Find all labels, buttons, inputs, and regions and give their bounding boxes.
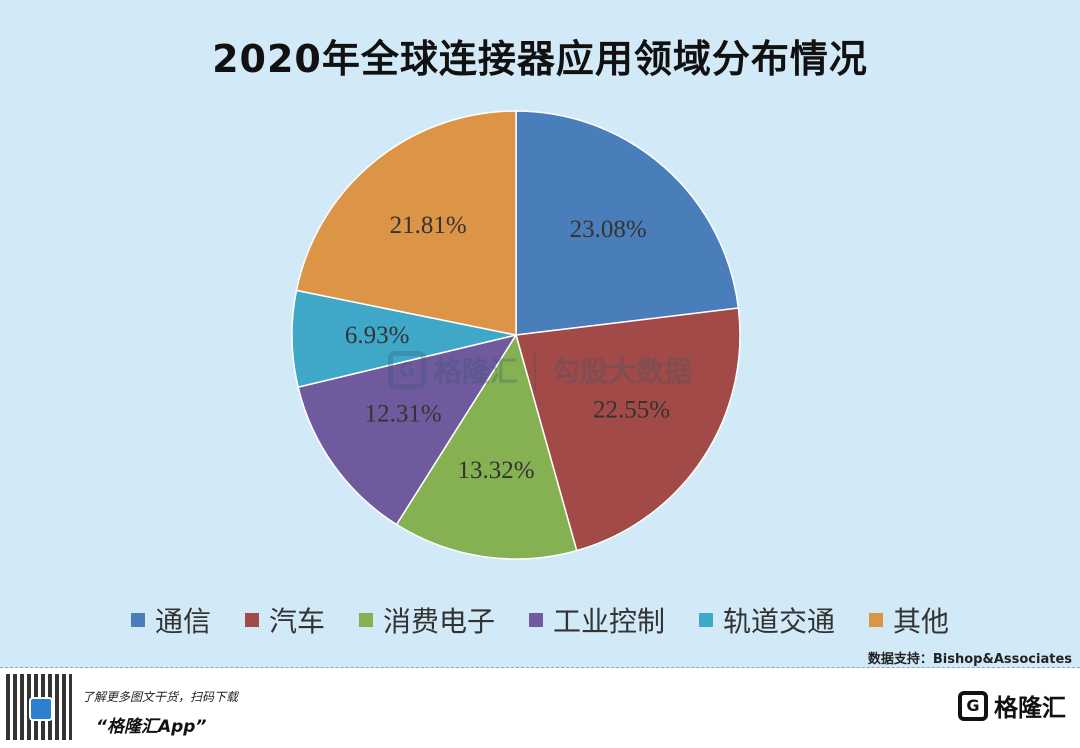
legend-swatch-5: [869, 613, 884, 627]
legend-label-4: 轨道交通: [723, 605, 836, 638]
watermark-separator: [534, 350, 537, 390]
slice-label-1: 22.55%: [593, 397, 670, 424]
pie-slice-3: [297, 333, 518, 526]
legend-label-2: 消费电子: [382, 605, 495, 638]
slice-label-5: 21.81%: [390, 212, 467, 239]
footer-app-name: “格隆汇App”: [96, 717, 207, 737]
footer: 了解更多图文干货，扫码下载 “格隆汇App” G 格隆汇: [0, 668, 1080, 748]
footer-divider: [0, 667, 1080, 668]
qr-logo-icon: [29, 697, 53, 721]
chart-title: 2020年全球连接器应用领域分布情况: [212, 37, 868, 81]
legend-item-5: 其他: [869, 600, 949, 640]
legend-item-2: 消费电子: [358, 600, 495, 640]
legend-swatch-4: [699, 613, 714, 627]
legend-label-1: 汽车: [268, 605, 325, 638]
legend-swatch-0: [130, 613, 145, 627]
legend-label-5: 其他: [893, 605, 950, 638]
legend-item-4: 轨道交通: [699, 600, 835, 640]
brand: G 格隆汇: [958, 688, 1066, 723]
legend-item-3: 工业控制: [529, 600, 665, 640]
slice-label-2: 13.32%: [458, 457, 535, 484]
legend-label-3: 工业控制: [553, 605, 666, 638]
slice-label-3: 12.31%: [365, 401, 442, 428]
watermark-left-text: 格隆汇: [434, 355, 519, 388]
pie-slice-1: [515, 307, 741, 552]
watermark: G 格隆汇 勾股大数据: [388, 350, 692, 390]
legend-swatch-3: [529, 613, 543, 627]
pie-slice-5: [295, 110, 517, 336]
legend-label-0: 通信: [154, 605, 211, 638]
legend-swatch-1: [244, 613, 259, 627]
pie-slice-2: [395, 333, 578, 560]
slice-label-0: 23.08%: [570, 216, 647, 243]
pie-slice-0: [515, 110, 740, 336]
watermark-logo-icon: G: [388, 351, 426, 389]
chart-legend: 通信 汽车 消费电子 工业控制 轨道交通 其他: [0, 600, 1080, 640]
watermark-right-text: 勾股大数据: [552, 355, 693, 388]
brand-logo-icon: G: [958, 690, 988, 721]
pie-chart: 23.08% 22.55% 13.32% 12.31% 6.93% 21.81%: [291, 110, 741, 560]
data-source: 数据支持：Bishop&Associates: [867, 652, 1072, 667]
legend-item-0: 通信: [130, 600, 211, 640]
legend-item-1: 汽车: [244, 600, 325, 640]
brand-name: 格隆汇: [994, 694, 1066, 722]
footer-promo-text: 了解更多图文干货，扫码下载: [82, 690, 239, 704]
slice-label-4: 6.93%: [345, 322, 410, 349]
legend-swatch-2: [358, 613, 373, 627]
